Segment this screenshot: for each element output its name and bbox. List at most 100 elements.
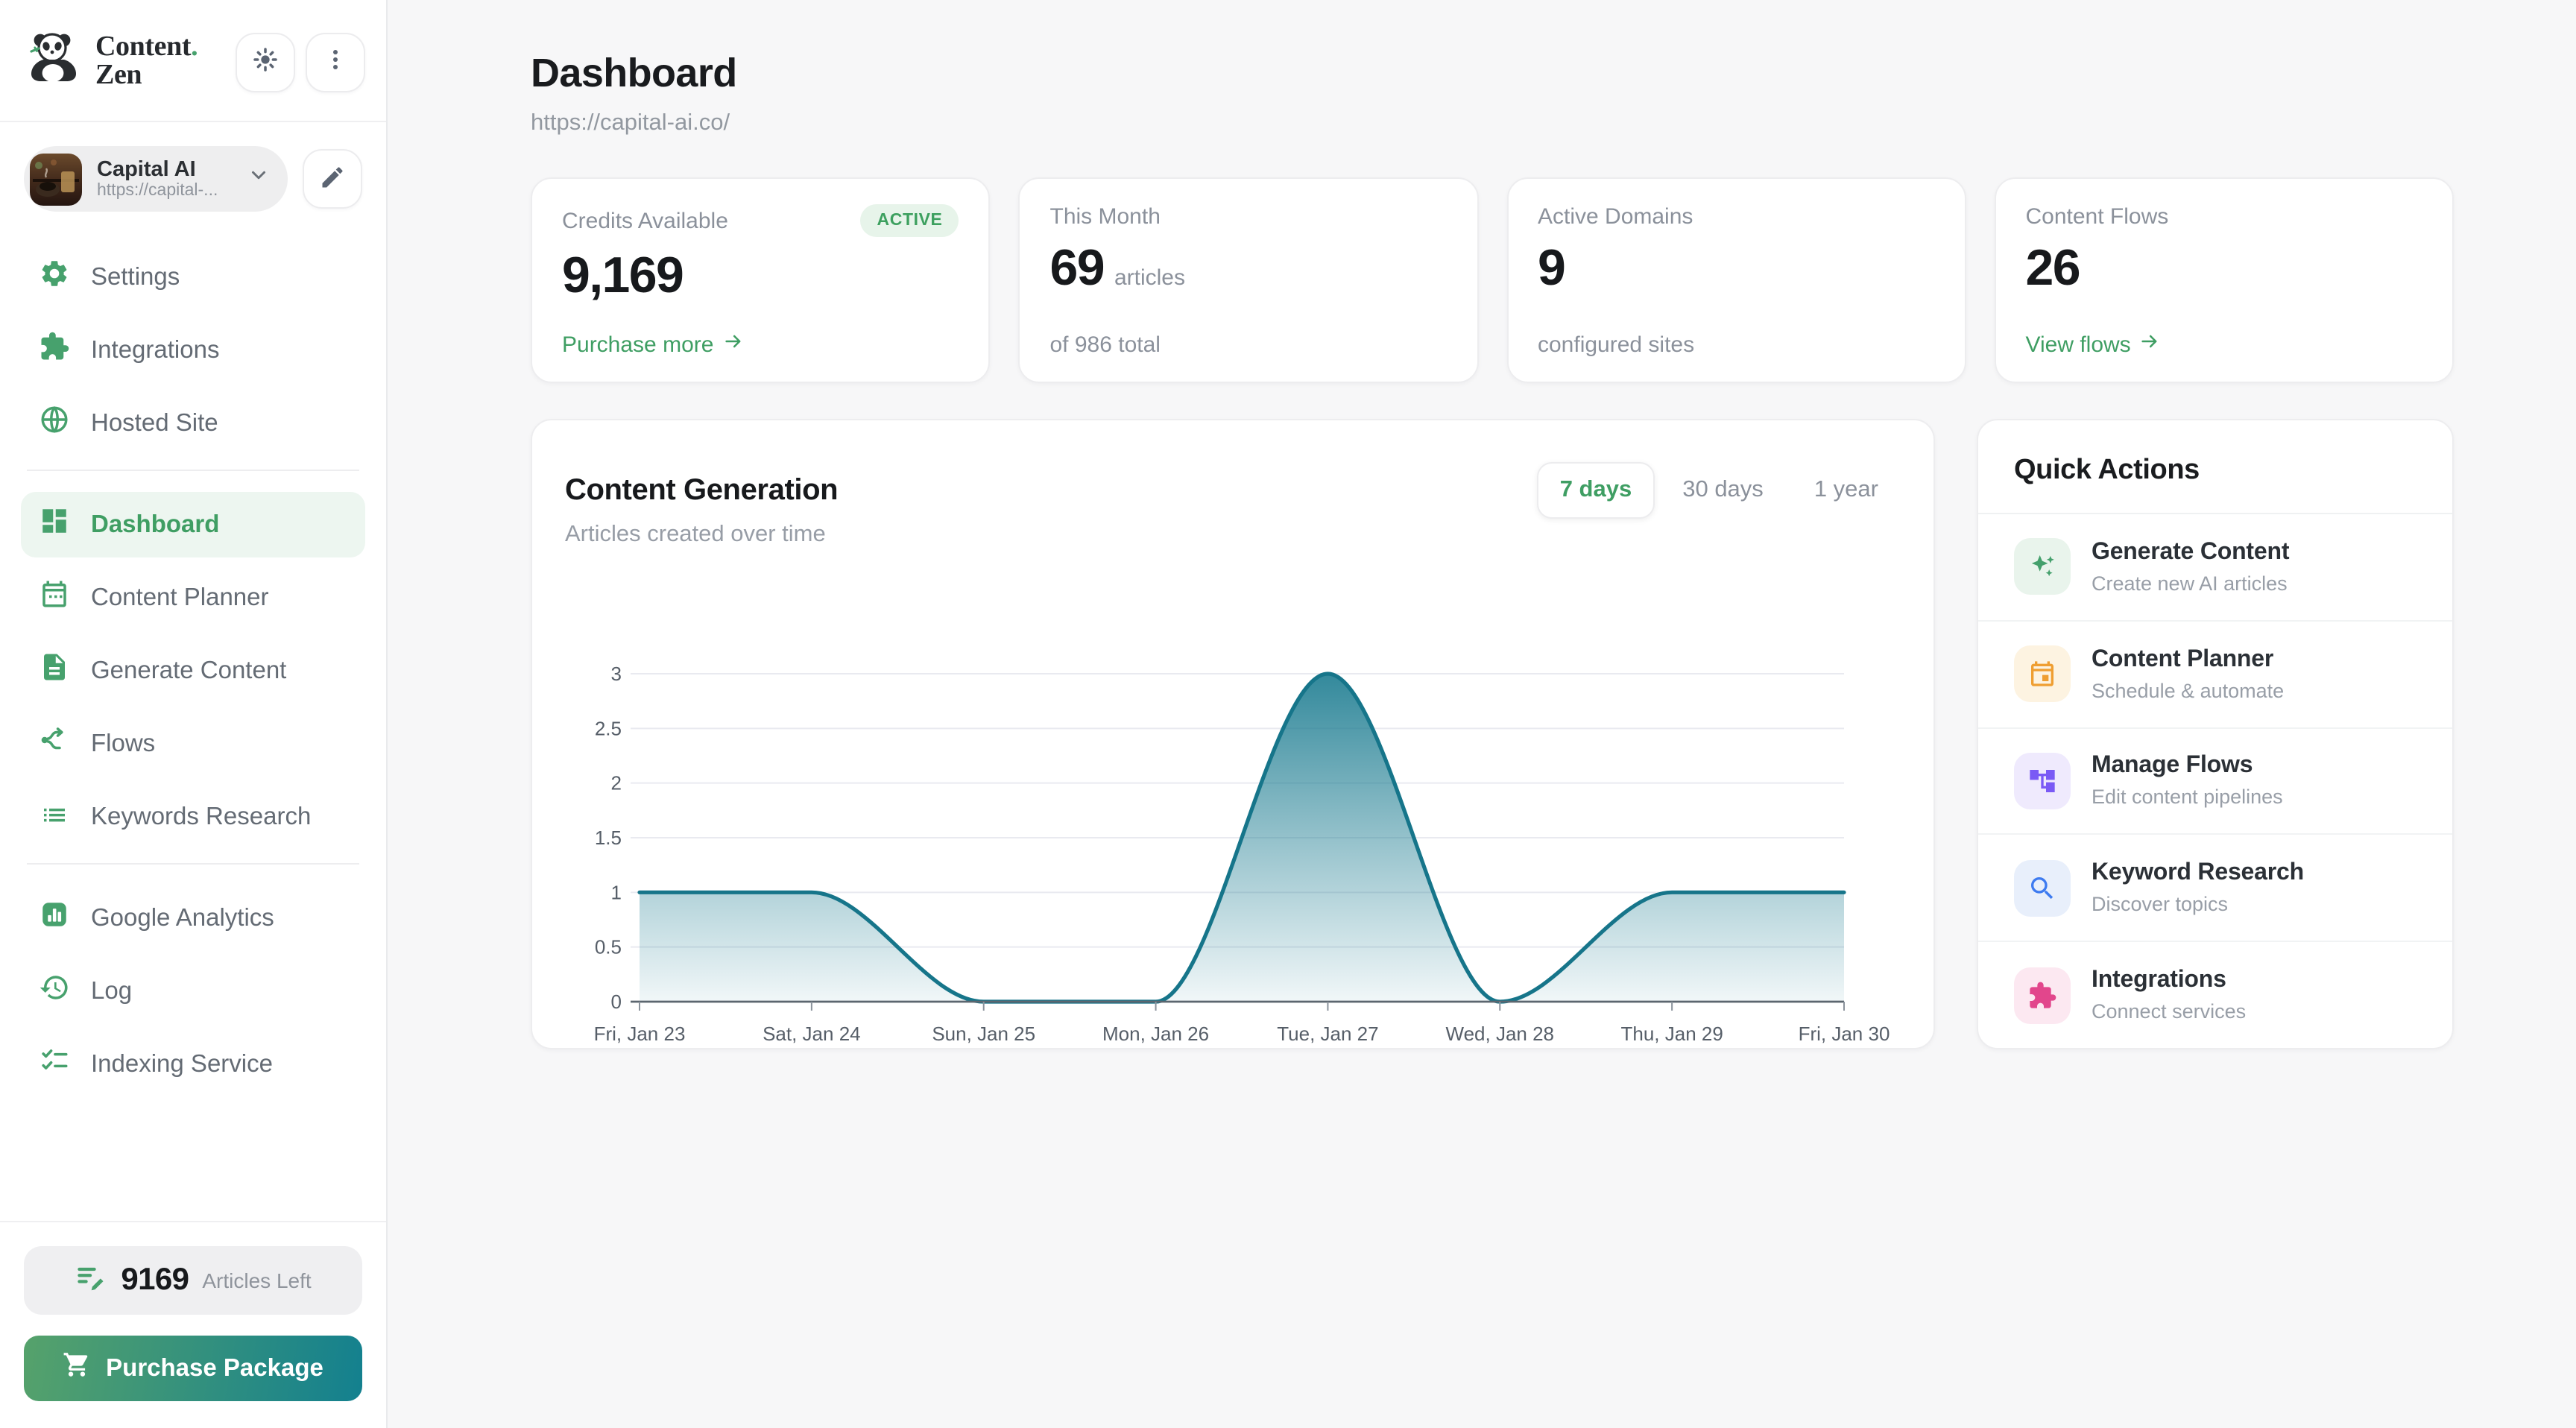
chart-range-tabs: 7 days 30 days 1 year	[1537, 462, 1901, 519]
tab-1-year[interactable]: 1 year	[1813, 477, 1878, 502]
sidebar-item-hosted-site[interactable]: Hosted Site	[21, 391, 365, 456]
quick-action-title: Generate Content	[2092, 539, 2290, 565]
sidebar-header-buttons	[236, 32, 365, 92]
second-row: Content Generation Articles created over…	[531, 419, 2454, 1049]
quick-action-manage-flows[interactable]: Manage Flows Edit content pipelines	[1978, 728, 2452, 835]
content-generation-card: Content Generation Articles created over…	[531, 419, 1935, 1049]
sidebar-item-dashboard[interactable]: Dashboard	[21, 492, 365, 557]
sidebar-item-label: Settings	[91, 263, 180, 290]
svg-text:Sat, Jan 24: Sat, Jan 24	[763, 1023, 861, 1045]
sidebar-item-label: Generate Content	[91, 657, 287, 683]
svg-text:Fri, Jan 23: Fri, Jan 23	[594, 1023, 686, 1045]
edit-workspace-button[interactable]	[303, 149, 362, 209]
sidebar-item-generate-content[interactable]: Generate Content	[21, 638, 365, 704]
quick-action-subtitle: Schedule & automate	[2092, 679, 2285, 702]
list-icon	[39, 797, 70, 836]
stat-card-active-domains: Active Domains 9 configured sites	[1506, 177, 1966, 383]
quick-action-title: Integrations	[2092, 967, 2226, 993]
stat-value: 26	[2025, 240, 2081, 297]
quick-action-subtitle: Discover topics	[2092, 893, 2229, 916]
svg-text:Sun, Jan 25: Sun, Jan 25	[932, 1023, 1035, 1045]
content-generation-chart: 0 0.5 1 1.5 2 2.5 3 Fri, Jan 23 Sat, Jan 24 Sun, …	[594, 663, 1890, 1045]
stat-footer: configured sites	[1538, 332, 1695, 358]
svg-text:0.5: 0.5	[595, 936, 622, 958]
checklist-icon	[39, 1045, 70, 1084]
stat-card-content-flows: Content Flows 26 View flows	[1994, 177, 2454, 383]
stat-label: This Month	[1049, 204, 1161, 230]
sidebar-item-label: Hosted Site	[91, 409, 218, 436]
articles-left-count: 9169	[121, 1263, 189, 1297]
sidebar-item-google-analytics[interactable]: Google Analytics	[21, 885, 365, 951]
stat-value: 9,169	[562, 247, 684, 304]
quick-actions-card: Quick Actions Generate Content Create ne…	[1977, 419, 2454, 1049]
brand-logo: Content. Zen	[24, 28, 198, 95]
workspace-selector-row: Capital AI https://capital-...	[0, 122, 386, 227]
document-icon	[39, 651, 70, 690]
svg-text:Mon, Jan 26: Mon, Jan 26	[1102, 1023, 1209, 1045]
quick-action-subtitle: Connect services	[2092, 1000, 2247, 1023]
quick-action-title: Content Planner	[2092, 646, 2274, 672]
stat-card-this-month: This Month 69 articles of 986 total	[1018, 177, 1478, 383]
history-icon	[39, 972, 70, 1011]
quick-action-content-planner[interactable]: Content Planner Schedule & automate	[1978, 622, 2452, 729]
sidebar-item-label: Integrations	[91, 336, 220, 363]
stat-label: Credits Available	[562, 208, 728, 233]
dashboard-grid-icon	[39, 505, 70, 544]
quick-action-subtitle: Edit content pipelines	[2092, 786, 2283, 809]
sidebar-header: Content. Zen	[0, 0, 386, 122]
stat-value: 9	[1538, 240, 1566, 297]
gear-icon	[39, 258, 70, 297]
quick-action-keyword-research[interactable]: Keyword Research Discover topics	[1978, 835, 2452, 943]
workspace-meta: Capital AI https://capital-...	[97, 157, 233, 200]
sidebar-item-log[interactable]: Log	[21, 958, 365, 1024]
sidebar-item-label: Content Planner	[91, 584, 269, 610]
stat-label: Content Flows	[2025, 204, 2169, 230]
sidebar-item-label: Dashboard	[91, 511, 220, 537]
sparkles-icon	[2014, 538, 2071, 595]
sidebar-divider	[27, 470, 359, 471]
sidebar-item-keywords-research[interactable]: Keywords Research	[21, 784, 365, 850]
quick-action-title: Manage Flows	[2092, 753, 2253, 779]
sidebar-item-content-planner[interactable]: Content Planner	[21, 565, 365, 631]
sidebar-item-flows[interactable]: Flows	[21, 711, 365, 777]
tab-7-days[interactable]: 7 days	[1537, 462, 1655, 519]
chart-title: Content Generation	[565, 474, 839, 507]
more-options-button[interactable]	[306, 32, 365, 92]
list-edit-icon	[75, 1260, 107, 1301]
sidebar-item-integrations[interactable]: Integrations	[21, 317, 365, 383]
workspace-selector[interactable]: Capital AI https://capital-...	[24, 146, 288, 212]
brand-green-dot: .	[191, 31, 198, 63]
svg-text:Fri, Jan 30: Fri, Jan 30	[1799, 1023, 1890, 1045]
page-site-url: https://capital-ai.co/	[531, 110, 730, 136]
svg-text:2.5: 2.5	[595, 717, 622, 739]
sidebar-menu: Settings Integrations Hosted Site Dashbo…	[0, 227, 386, 1105]
flow-branch-icon	[39, 724, 70, 763]
theme-toggle-button[interactable]	[236, 32, 295, 92]
sidebar-item-indexing-service[interactable]: Indexing Service	[21, 1031, 365, 1097]
view-flows-link[interactable]: View flows	[2026, 331, 2161, 358]
quick-action-integrations[interactable]: Integrations Connect services	[1978, 942, 2452, 1048]
svg-text:0: 0	[611, 991, 622, 1013]
cart-icon	[63, 1350, 91, 1386]
articles-left-pill: 9169 Articles Left	[24, 1246, 362, 1315]
svg-text:3: 3	[611, 663, 622, 685]
brand-name: Content. Zen	[95, 31, 198, 90]
sidebar-divider	[27, 863, 359, 865]
sidebar-item-label: Google Analytics	[91, 904, 274, 931]
quick-action-title: Keyword Research	[2092, 860, 2304, 886]
svg-text:Tue, Jan 27: Tue, Jan 27	[1277, 1023, 1378, 1045]
flow-tree-icon	[2014, 752, 2071, 809]
pencil-icon	[319, 163, 346, 195]
page-title: Dashboard	[531, 51, 737, 95]
workspace-url: https://capital-...	[97, 182, 218, 200]
purchase-package-label: Purchase Package	[106, 1354, 323, 1381]
svg-text:Wed, Jan 28: Wed, Jan 28	[1446, 1023, 1555, 1045]
tab-30-days[interactable]: 30 days	[1682, 477, 1764, 502]
purchase-package-button[interactable]: Purchase Package	[24, 1336, 362, 1401]
stat-cards-row: Credits Available ACTIVE 9,169 Purchase …	[531, 177, 2454, 383]
calendar-icon	[39, 578, 70, 617]
sidebar-item-settings[interactable]: Settings	[21, 244, 365, 310]
quick-action-generate-content[interactable]: Generate Content Create new AI articles	[1978, 514, 2452, 622]
purchase-more-link[interactable]: Purchase more	[562, 331, 743, 358]
brightness-sun-icon	[250, 45, 280, 79]
